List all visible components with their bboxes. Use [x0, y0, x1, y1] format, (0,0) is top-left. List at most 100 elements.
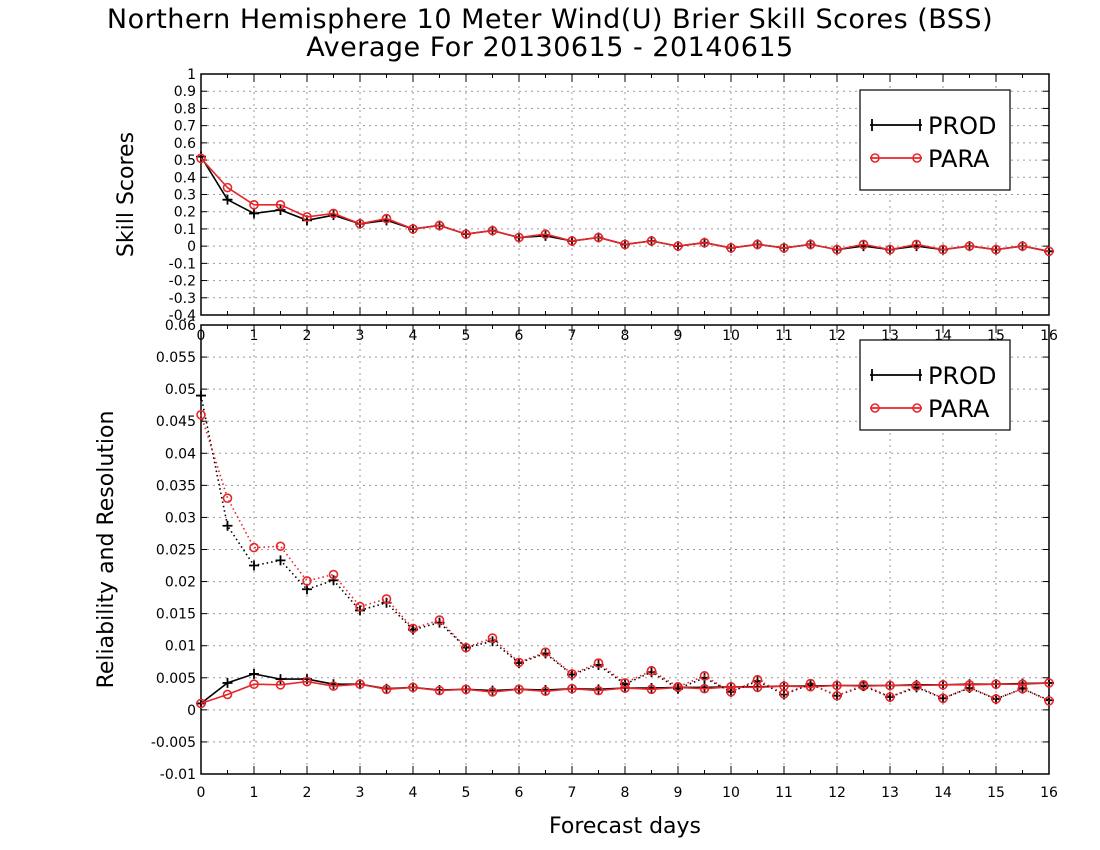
x-tick-label: 9 [674, 328, 683, 344]
y-tick-label: 0.7 [174, 119, 196, 135]
data-point [567, 683, 577, 694]
x-tick-label: 1 [250, 785, 259, 801]
series-para [196, 153, 1054, 257]
data-point [1044, 696, 1054, 706]
data-point [275, 541, 286, 552]
y-tick-label: -0.005 [151, 735, 196, 751]
data-point [620, 678, 630, 688]
legend: PROD PARA [859, 339, 1011, 431]
data-point [593, 232, 604, 243]
x-tick-label: 6 [515, 328, 524, 344]
data-point [328, 208, 339, 219]
data-point [196, 153, 206, 164]
data-point [249, 560, 259, 571]
data-point [938, 244, 948, 255]
data-point [911, 681, 922, 691]
data-point [275, 204, 286, 215]
data-point [355, 601, 365, 612]
data-point [514, 232, 524, 243]
x-tick-label: 6 [515, 785, 524, 801]
y-tick-label: 0.035 [156, 478, 196, 494]
y-tick-label: 0.2 [174, 205, 196, 221]
y-tick-label: 0.015 [156, 607, 196, 623]
y-tick-label: 0.005 [156, 671, 196, 687]
data-point [593, 685, 604, 696]
data-point [991, 244, 1001, 255]
data-point [275, 680, 286, 690]
legend-marker [912, 403, 922, 413]
x-tick-label: 5 [462, 785, 471, 801]
x-tick-label: 11 [775, 328, 793, 344]
y-tick-label: 0.9 [174, 84, 196, 100]
legend: PROD PARA [859, 89, 1011, 191]
data-point [222, 677, 233, 688]
legend-label: PROD [928, 112, 997, 140]
data-point [1017, 683, 1028, 694]
x-tick-label: 2 [303, 785, 312, 801]
legend-label: PROD [928, 362, 997, 390]
y-tick-label: 0.6 [174, 136, 196, 152]
data-point [275, 674, 286, 685]
data-point [222, 520, 233, 531]
x-tick-label: 10 [722, 785, 740, 801]
y-tick-label: -0.1 [169, 256, 196, 272]
legend-marker [871, 119, 921, 131]
data-point [885, 680, 895, 691]
legend-marker [871, 369, 921, 381]
data-point [275, 555, 286, 566]
data-point [752, 674, 763, 685]
y-tick-label: 0.055 [156, 350, 196, 366]
x-tick-label: 7 [568, 785, 577, 801]
data-point [461, 684, 471, 695]
data-point [885, 692, 895, 702]
data-point [302, 212, 312, 222]
data-point [514, 657, 524, 668]
data-point [249, 679, 259, 690]
legend-label: PARA [928, 145, 990, 173]
data-point [885, 244, 895, 255]
data-point [1017, 241, 1028, 251]
x-tick-label: 5 [462, 328, 471, 344]
data-point [249, 668, 259, 679]
data-point [646, 236, 657, 246]
data-point [805, 239, 816, 250]
y-tick-label: 0 [187, 703, 196, 719]
data-point [328, 681, 339, 691]
data-point [196, 390, 206, 401]
data-point [461, 229, 471, 239]
y-tick-label: 0.05 [165, 382, 196, 398]
data-point [1044, 246, 1054, 257]
x-tick-label: 3 [356, 328, 365, 344]
data-point [434, 220, 445, 231]
x-tick-label: 15 [987, 785, 1005, 801]
series-para-resolution [196, 409, 1054, 706]
y-tick-label: 0.1 [174, 222, 196, 238]
panel-1: -0.4-0.3-0.2 -0.100.10.20.3 0.40.50.60.7 0.… [114, 67, 1058, 344]
data-point [726, 243, 736, 253]
x-tick-label: 14 [934, 785, 952, 801]
data-point [646, 684, 657, 695]
data-point [938, 680, 948, 690]
data-point [779, 243, 789, 253]
data-point [752, 239, 763, 250]
y-tick-label: 0.045 [156, 414, 196, 430]
y-tick-label: 0 [187, 239, 196, 255]
data-point [222, 689, 233, 700]
legend-box [859, 339, 1011, 431]
x-tick-label: 8 [621, 785, 630, 801]
data-point [328, 575, 339, 586]
x-tick-label: 3 [356, 785, 365, 801]
data-point [275, 200, 286, 210]
x-tick-label: 12 [828, 328, 846, 344]
data-point [858, 239, 869, 250]
y-tick-label: 0.06 [165, 318, 196, 334]
data-point [805, 678, 816, 689]
panel-2: -0.01 -0.005 0 0.005 0.01 0.015 0.02 0.025 0.03 0… [94, 318, 1058, 839]
data-point [832, 244, 842, 255]
legend-marker [870, 403, 880, 413]
data-point [196, 698, 206, 709]
legend-marker [870, 153, 880, 163]
data-point [964, 682, 975, 693]
y-tick-label: 0.4 [174, 170, 196, 186]
data-point [302, 584, 312, 595]
